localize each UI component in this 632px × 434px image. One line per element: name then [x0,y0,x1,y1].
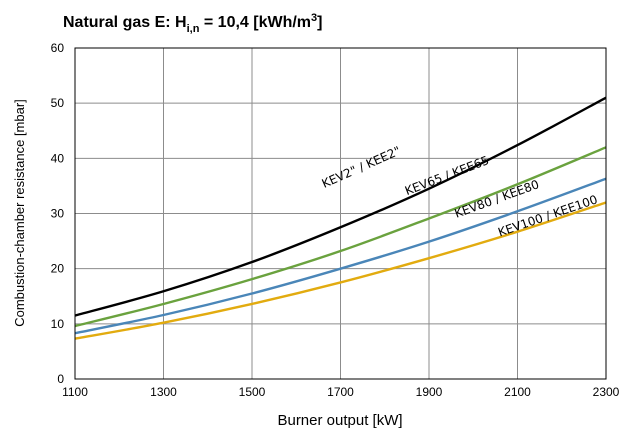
x-tick-label: 1900 [416,385,443,399]
y-axis-label: Combustion-chamber resistance [mbar] [12,99,27,327]
y-tick-label: 50 [51,96,65,110]
tick-labels: 1100 1300 1500 1700 1900 2100 2300 0 10 20 30 40 50 6… [51,41,620,399]
y-tick-label: 30 [51,207,65,221]
y-tick-label: 40 [51,151,65,165]
series-label: KEV80 / KEE80 [453,177,541,221]
y-tick-label: 60 [51,41,65,55]
y-tick-label: 20 [51,262,65,276]
y-tick-label: 0 [57,372,64,386]
x-tick-label: 2100 [504,385,531,399]
x-axis-label: Burner output [kW] [277,412,402,429]
x-tick-label: 1100 [62,385,88,399]
series-line [74,146,607,328]
x-tick-label: 1300 [150,385,177,399]
series-line [74,177,607,335]
series-label: KEV65 / KEE65 [403,153,491,198]
plot-frame [74,47,607,380]
x-tick-label: 2300 [593,385,620,399]
series-lines [74,96,607,340]
y-tick-label: 10 [51,317,65,331]
x-tick-label: 1500 [239,385,266,399]
chart-title: Natural gas E: Hi,n = 10,4 [kWh/m3] [63,12,322,35]
series-label: KEV2" / KEE2" [320,144,403,191]
series-line [74,96,607,317]
series-line [74,201,607,340]
grid [74,47,607,380]
x-tick-label: 1700 [327,385,354,399]
